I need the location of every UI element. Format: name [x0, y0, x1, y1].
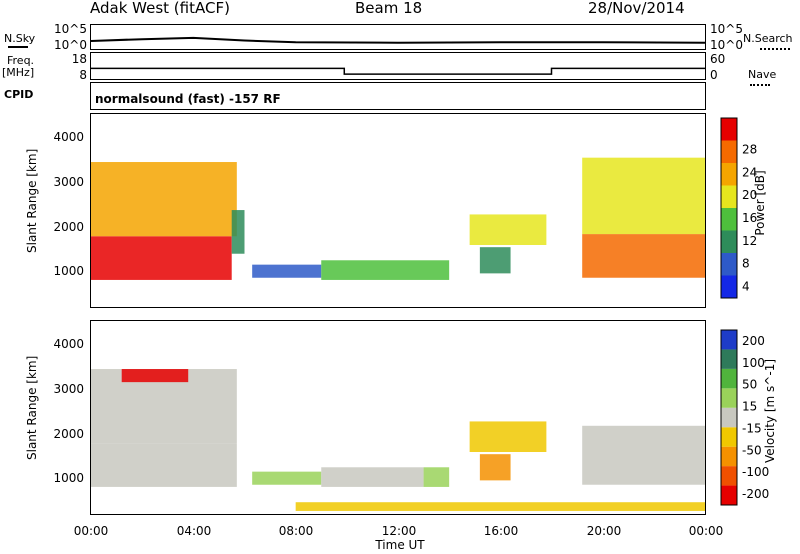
- beam-title: Beam 18: [355, 0, 423, 17]
- nave-bottom-tick: 0: [710, 68, 718, 82]
- velocity-region-5: [423, 467, 450, 487]
- velocity-ytick-4000: 4000: [53, 337, 84, 351]
- velocity-colorbar-cell-5: [721, 388, 737, 408]
- velocity-colorbar-tick-1: 100: [742, 356, 765, 370]
- nave-legend-dots: [750, 84, 770, 86]
- power-region-6: [479, 247, 511, 274]
- nave-top-tick: 60: [710, 52, 726, 66]
- power-colorbar-tick-6: 4: [742, 280, 750, 294]
- velocity-region-2: [121, 369, 189, 383]
- xtick-0: 00:00: [73, 524, 109, 538]
- xtick-3: 12:00: [381, 524, 417, 538]
- noise-top-tick: 10^5: [54, 22, 87, 36]
- nave-label: Nave: [748, 68, 777, 81]
- power-colorbar-tick-5: 8: [742, 257, 750, 271]
- velocity-colorbar-cell-1: [721, 466, 737, 486]
- noise-bottom-tick-right: 10^0: [710, 38, 743, 52]
- cpid-panel: [90, 82, 706, 110]
- velocity-colorbar-tick-2: 50: [742, 378, 757, 392]
- power-colorbar-cell-1: [721, 253, 737, 276]
- velocity-colorbar-tick-3: 15: [742, 400, 757, 414]
- xtick-6: 00:00: [688, 524, 724, 538]
- velocity-region-6: [469, 421, 547, 452]
- velocity-region-7: [479, 454, 511, 481]
- frequency-series-line: [91, 67, 705, 75]
- power-region-4: [321, 260, 450, 280]
- velocity-colorbar-tick-5: -50: [742, 443, 762, 457]
- freq-panel: [90, 52, 706, 80]
- velocity-colorbar-cell-0: [721, 485, 737, 505]
- velocity-colorbar-tick-7: -200: [742, 487, 769, 501]
- power-colorbar-cell-6: [721, 140, 737, 163]
- power-colorbar-cell-2: [721, 230, 737, 253]
- freq-unit-label: [MHz]: [2, 66, 35, 79]
- velocity-region-3: [252, 471, 322, 485]
- power-colorbar-tick-1: 24: [742, 165, 757, 179]
- noise-top-tick-right: 10^5: [710, 22, 743, 36]
- velocity-colorbar-frame: [720, 329, 738, 506]
- power-ytick-4000: 4000: [53, 130, 84, 144]
- xtick-1: 04:00: [176, 524, 212, 538]
- power-colorbar-cell-7: [721, 118, 737, 141]
- nsky-label: N.Sky: [4, 32, 36, 45]
- velocity-ytick-3000: 3000: [53, 382, 84, 396]
- power-colorbar-tick-2: 20: [742, 188, 757, 202]
- power-ytick-2000: 2000: [53, 220, 84, 234]
- freq-label: Freq.: [7, 54, 35, 67]
- freq-bottom-tick: 8: [79, 68, 87, 82]
- velocity-colorbar-tick-4: -15: [742, 421, 762, 435]
- power-region-8: [582, 157, 705, 235]
- power-region-2: [231, 210, 245, 254]
- power-colorbar-cell-0: [721, 275, 737, 298]
- freq-top-tick: 18: [71, 52, 87, 66]
- xtick-4: 16:00: [483, 524, 519, 538]
- date-title: 28/Nov/2014: [588, 0, 685, 17]
- power-colorbar-cell-3: [721, 208, 737, 231]
- velocity-colorbar-cell-2: [721, 446, 737, 467]
- power-colorbar-tick-4: 12: [742, 234, 757, 248]
- power-ytick-3000: 3000: [53, 175, 84, 189]
- noise-bottom-tick: 10^0: [54, 38, 87, 52]
- velocity-colorbar-cell-6: [721, 368, 737, 389]
- velocity-region-0: [91, 443, 237, 487]
- power-region-3: [252, 264, 322, 278]
- nsearch-legend-dots: [760, 48, 790, 50]
- xtick-2: 08:00: [278, 524, 314, 538]
- power-ytick-1000: 1000: [53, 264, 84, 278]
- velocity-region-8: [582, 425, 705, 485]
- noise-series-line: [90, 36, 706, 44]
- xtick-5: 20:00: [586, 524, 622, 538]
- power-region-0: [91, 236, 232, 280]
- nsearch-label: N.Search: [743, 32, 793, 45]
- power-region-5: [469, 214, 547, 245]
- velocity-colorbar-cell-4: [721, 407, 737, 428]
- power-colorbar-frame: [720, 117, 738, 299]
- power-region-1: [91, 162, 237, 237]
- power-colorbar-tick-0: 28: [742, 142, 757, 156]
- velocity-colorbar-cell-3: [721, 427, 737, 447]
- power-colorbar-cell-4: [721, 185, 737, 208]
- velocity-colorbar-tick-6: -100: [742, 465, 769, 479]
- power-region-7: [582, 234, 705, 278]
- cpid-label: CPID: [4, 88, 34, 101]
- power-colorbar-cell-5: [721, 163, 737, 186]
- xlabel: Time UT: [375, 538, 425, 552]
- velocity-ytick-1000: 1000: [53, 471, 84, 485]
- velocity-region-9: [295, 502, 705, 511]
- power-colorbar-tick-3: 16: [742, 211, 757, 225]
- velocity-colorbar-tick-0: 200: [742, 334, 765, 348]
- nsky-legend-line: [8, 46, 28, 48]
- velocity-ytick-2000: 2000: [53, 427, 84, 441]
- station-title: Adak West (fitACF): [90, 0, 230, 17]
- cpid-value: normalsound (fast) -157 RF: [95, 92, 281, 106]
- velocity-colorbar-cell-7: [721, 349, 737, 369]
- velocity-colorbar-cell-8: [721, 330, 737, 350]
- velocity-region-4: [321, 467, 424, 487]
